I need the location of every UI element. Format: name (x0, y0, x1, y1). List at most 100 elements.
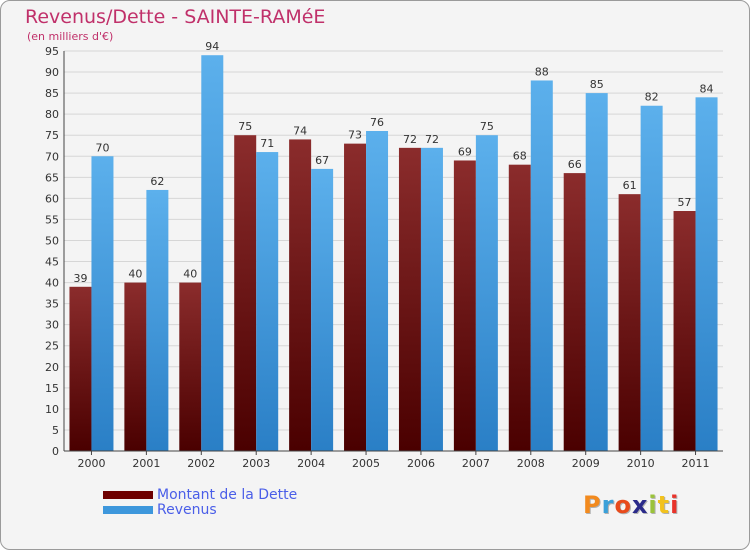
legend-swatch-debt (103, 490, 153, 499)
x-tick-label: 2007 (462, 457, 490, 470)
y-tick-label: 15 (45, 382, 59, 395)
bar-revenus (695, 97, 718, 451)
plot-area (64, 51, 723, 451)
data-label-debt: 39 (73, 272, 87, 285)
x-tick-label: 2002 (187, 457, 215, 470)
data-label-debt: 40 (128, 268, 142, 281)
bar-debt (673, 211, 696, 451)
proxiti-logo: Proxiti (583, 491, 679, 519)
y-tick-label: 95 (45, 45, 59, 58)
bar-debt (289, 139, 312, 451)
x-tick-label: 2011 (682, 457, 710, 470)
data-label-revenus: 88 (535, 65, 549, 78)
data-label-revenus: 72 (425, 133, 439, 146)
y-tick-label: 30 (45, 319, 59, 332)
bar-revenus (420, 147, 443, 451)
bar-debt (344, 143, 367, 451)
data-label-debt: 69 (458, 145, 472, 158)
bar-debt (69, 286, 92, 451)
logo-letter: t (657, 491, 671, 519)
y-tick-label: 75 (45, 129, 59, 142)
y-tick-label: 50 (45, 234, 59, 247)
legend-swatch-revenus (103, 505, 153, 514)
data-label-revenus: 85 (590, 78, 604, 91)
data-label-revenus: 76 (370, 116, 384, 129)
y-tick-label: 0 (52, 445, 59, 458)
bar-revenus (585, 93, 608, 452)
legend-label-revenus: Revenus (157, 501, 217, 518)
data-label-revenus: 62 (150, 175, 164, 188)
logo-letter: i (648, 491, 658, 519)
y-tick-label: 70 (45, 150, 59, 163)
bar-revenus (475, 135, 498, 452)
bar-revenus (366, 131, 389, 451)
y-tick-label: 90 (45, 66, 59, 79)
logo-letter: P (583, 491, 602, 519)
chart-title: Revenus/Dette - SAINTE-RAMéE (25, 6, 326, 28)
bar-debt (453, 160, 476, 451)
y-tick-label: 60 (45, 192, 59, 205)
data-label-debt: 57 (678, 196, 692, 209)
legend-label-debt: Montant de la Dette (157, 486, 298, 503)
data-label-revenus: 71 (260, 137, 274, 150)
data-label-revenus: 75 (480, 120, 494, 133)
y-tick-label: 20 (45, 361, 59, 374)
legend-item-debt: Montant de la Dette (103, 486, 298, 503)
data-label-debt: 68 (513, 150, 527, 163)
bar-debt (563, 173, 586, 451)
data-label-debt: 75 (238, 120, 252, 133)
x-tick-label: 2008 (517, 457, 545, 470)
bar-debt (618, 194, 641, 451)
x-tick-label: 2004 (297, 457, 325, 470)
y-tick-label: 65 (45, 171, 59, 184)
bar-revenus (256, 152, 279, 452)
y-tick-label: 40 (45, 277, 59, 290)
logo-letter: i (670, 491, 680, 519)
logo-letter: o (614, 491, 632, 519)
legend-item-revenus: Revenus (103, 501, 297, 518)
bar-revenus (201, 55, 224, 452)
data-label-revenus: 82 (645, 91, 659, 104)
legend: Montant de la Dette Revenus (103, 486, 298, 518)
x-tick-label: 2006 (407, 457, 435, 470)
data-label-revenus: 70 (95, 141, 109, 154)
data-label-debt: 73 (348, 129, 362, 142)
bar-debt (124, 282, 147, 451)
bar-revenus (91, 156, 114, 451)
y-tick-label: 10 (45, 403, 59, 416)
data-label-revenus: 94 (205, 40, 219, 53)
x-tick-label: 2010 (627, 457, 655, 470)
bar-debt (398, 147, 421, 451)
y-tick-label: 25 (45, 340, 59, 353)
x-tick-label: 2005 (352, 457, 380, 470)
y-tick-label: 45 (45, 256, 59, 269)
x-tick-label: 2001 (132, 457, 160, 470)
y-tick-label: 35 (45, 298, 59, 311)
bar-revenus (530, 80, 553, 451)
bar-revenus (146, 189, 169, 451)
bar-revenus (311, 168, 334, 452)
bar-debt (179, 282, 202, 451)
logo-letter: x (631, 491, 649, 519)
data-label-debt: 74 (293, 124, 307, 137)
y-tick-label: 55 (45, 213, 59, 226)
data-label-debt: 66 (568, 158, 582, 171)
y-tick-label: 80 (45, 108, 59, 121)
x-tick-label: 2000 (77, 457, 105, 470)
chart-subtitle: (en milliers d'€) (27, 30, 114, 43)
y-tick-label: 85 (45, 87, 59, 100)
logo-letter: r (601, 491, 615, 519)
bar-debt (234, 135, 257, 452)
y-tick-label: 5 (52, 424, 59, 437)
data-label-revenus: 67 (315, 154, 329, 167)
data-label-debt: 40 (183, 268, 197, 281)
data-label-debt: 61 (623, 179, 637, 192)
data-label-debt: 72 (403, 133, 417, 146)
x-tick-label: 2003 (242, 457, 270, 470)
bar-debt (508, 164, 531, 451)
bar-revenus (640, 105, 663, 451)
x-tick-label: 2009 (572, 457, 600, 470)
data-label-revenus: 84 (700, 82, 714, 95)
